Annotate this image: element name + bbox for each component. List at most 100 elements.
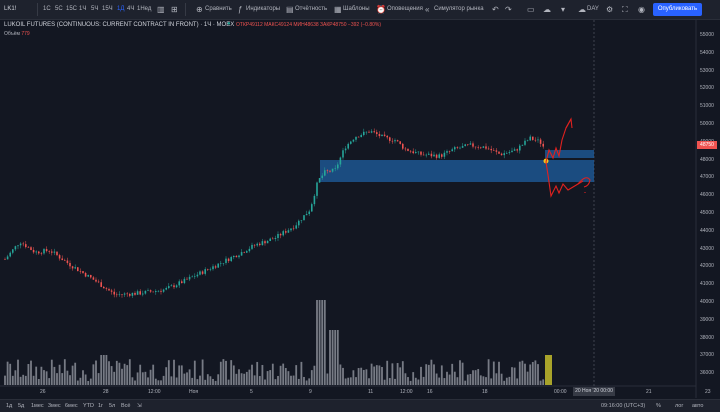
interval-1m[interactable]: 1С <box>43 6 51 12</box>
candle-body <box>201 271 204 274</box>
interval-5m[interactable]: 5С <box>55 6 63 12</box>
candle-body <box>14 246 17 250</box>
date-range-icon[interactable]: ⇲ <box>137 403 142 409</box>
range-1m[interactable]: 1мес <box>31 403 44 409</box>
candle-body <box>503 153 505 156</box>
candle-body <box>490 148 492 151</box>
replay-icon[interactable]: « <box>425 5 430 14</box>
candle-body <box>360 135 362 138</box>
candle-body <box>498 151 500 154</box>
candle-body <box>378 134 381 137</box>
volume-bar <box>269 370 272 385</box>
reports-icon[interactable]: ▤ <box>286 5 294 14</box>
volume-bar <box>334 330 337 385</box>
range-ytd[interactable]: YTD <box>83 403 94 409</box>
candle-body <box>417 151 420 153</box>
interval-1d[interactable]: 1Д <box>117 6 125 12</box>
volume-bar <box>355 377 357 385</box>
range-5d[interactable]: 5д <box>18 403 25 409</box>
candle-body <box>404 148 407 150</box>
candle-body <box>131 292 134 296</box>
range-3m[interactable]: 3мес <box>48 403 61 409</box>
candle-body <box>386 135 388 138</box>
day-label[interactable]: DAY <box>587 6 599 12</box>
volume-bar <box>466 374 469 385</box>
price-tick: 51000 <box>700 103 714 110</box>
alerts-icon[interactable]: ⏰ <box>376 5 386 14</box>
candle-body <box>435 154 438 158</box>
candle-body <box>165 287 167 290</box>
interval-15m[interactable]: 15С <box>66 6 78 12</box>
candle-body <box>113 291 115 295</box>
volume-bar <box>126 365 129 385</box>
series-title: LUKOIL FUTURES (CONTINUOUS: CURRENT CONT… <box>4 22 235 28</box>
interval-1w[interactable]: 1Нед <box>137 6 152 12</box>
volume-bar <box>537 364 539 385</box>
candle-body <box>30 247 32 250</box>
layout-dropdown-icon[interactable]: ▾ <box>561 5 566 14</box>
volume-bar <box>251 364 253 385</box>
volume-bar <box>17 359 19 385</box>
range-1d[interactable]: 1д <box>6 403 13 409</box>
candle-body <box>376 132 378 135</box>
chart-type-icon[interactable]: ▥ <box>157 5 165 14</box>
candle-body <box>58 255 61 259</box>
volume-bar <box>84 374 87 385</box>
volume-bar <box>266 371 269 385</box>
candle-body <box>71 266 74 269</box>
range-all[interactable]: Всё <box>121 403 131 409</box>
compare-button[interactable]: Сравнить <box>205 6 232 12</box>
range-1y[interactable]: 1г <box>98 403 104 409</box>
alerts-button[interactable]: Оповещения <box>387 6 423 12</box>
interval-4h[interactable]: 4Ч <box>127 6 135 12</box>
volume-bar <box>347 377 350 385</box>
range-6m[interactable]: 6мес <box>65 403 78 409</box>
auto-toggle[interactable]: авто <box>692 403 704 409</box>
compare-icon[interactable]: ⊕ <box>196 5 203 14</box>
settings-icon[interactable]: ⚙ <box>606 5 614 14</box>
series-legend: LUKOIL FUTURES (CONTINUOUS: CURRENT CONT… <box>4 22 234 28</box>
candle-body <box>38 251 40 254</box>
symbol-search[interactable]: LK1! <box>4 6 17 12</box>
percent-toggle[interactable]: % <box>656 403 661 409</box>
candle-body <box>324 170 326 176</box>
camera-icon[interactable]: ◉ <box>638 5 645 14</box>
interval-15h[interactable]: 15Ч <box>102 6 113 12</box>
volume-bar <box>508 376 511 385</box>
layout-icon[interactable]: ▭ <box>527 5 535 14</box>
interval-1h[interactable]: 1Ч <box>79 6 87 12</box>
price-tick: 36000 <box>700 370 714 377</box>
interval-5h[interactable]: 5Ч <box>91 6 99 12</box>
candle-body <box>357 136 360 138</box>
volume-bar <box>48 378 51 385</box>
templates-button[interactable]: Шаблоны <box>343 6 370 12</box>
candle-body <box>370 131 373 133</box>
volume-bar <box>516 378 519 385</box>
candle-body <box>474 146 477 148</box>
candle-body <box>305 213 308 216</box>
candle-body <box>394 140 396 142</box>
templates-icon[interactable]: ▦ <box>334 5 342 14</box>
save-icon[interactable]: ☁ <box>543 5 551 14</box>
publish-button[interactable]: Опубликовать <box>653 3 702 16</box>
undo-icon[interactable]: ↶ <box>492 5 499 14</box>
indicators-button[interactable]: Индикаторы <box>246 6 281 12</box>
volume-bar <box>456 377 459 385</box>
candle-body <box>321 175 323 179</box>
candle-body <box>318 178 321 183</box>
candle-body <box>9 252 11 257</box>
bar-style-icon[interactable]: ⊞ <box>171 5 178 14</box>
simulator-button[interactable]: Симулятор рынка <box>434 6 484 12</box>
range-5y[interactable]: 5л <box>109 403 116 409</box>
log-toggle[interactable]: лог <box>675 403 684 409</box>
candle-body <box>526 140 529 142</box>
volume-bar <box>381 366 383 385</box>
fullscreen-icon[interactable]: ⛶ <box>622 5 628 14</box>
redo-icon[interactable]: ↷ <box>505 5 512 14</box>
reports-button[interactable]: Отчётность <box>295 6 328 12</box>
candle-body <box>495 150 498 152</box>
indicators-icon[interactable]: ƒ <box>238 5 243 14</box>
cloud-icon[interactable]: ☁ <box>578 5 586 14</box>
volume-bar <box>183 373 186 385</box>
